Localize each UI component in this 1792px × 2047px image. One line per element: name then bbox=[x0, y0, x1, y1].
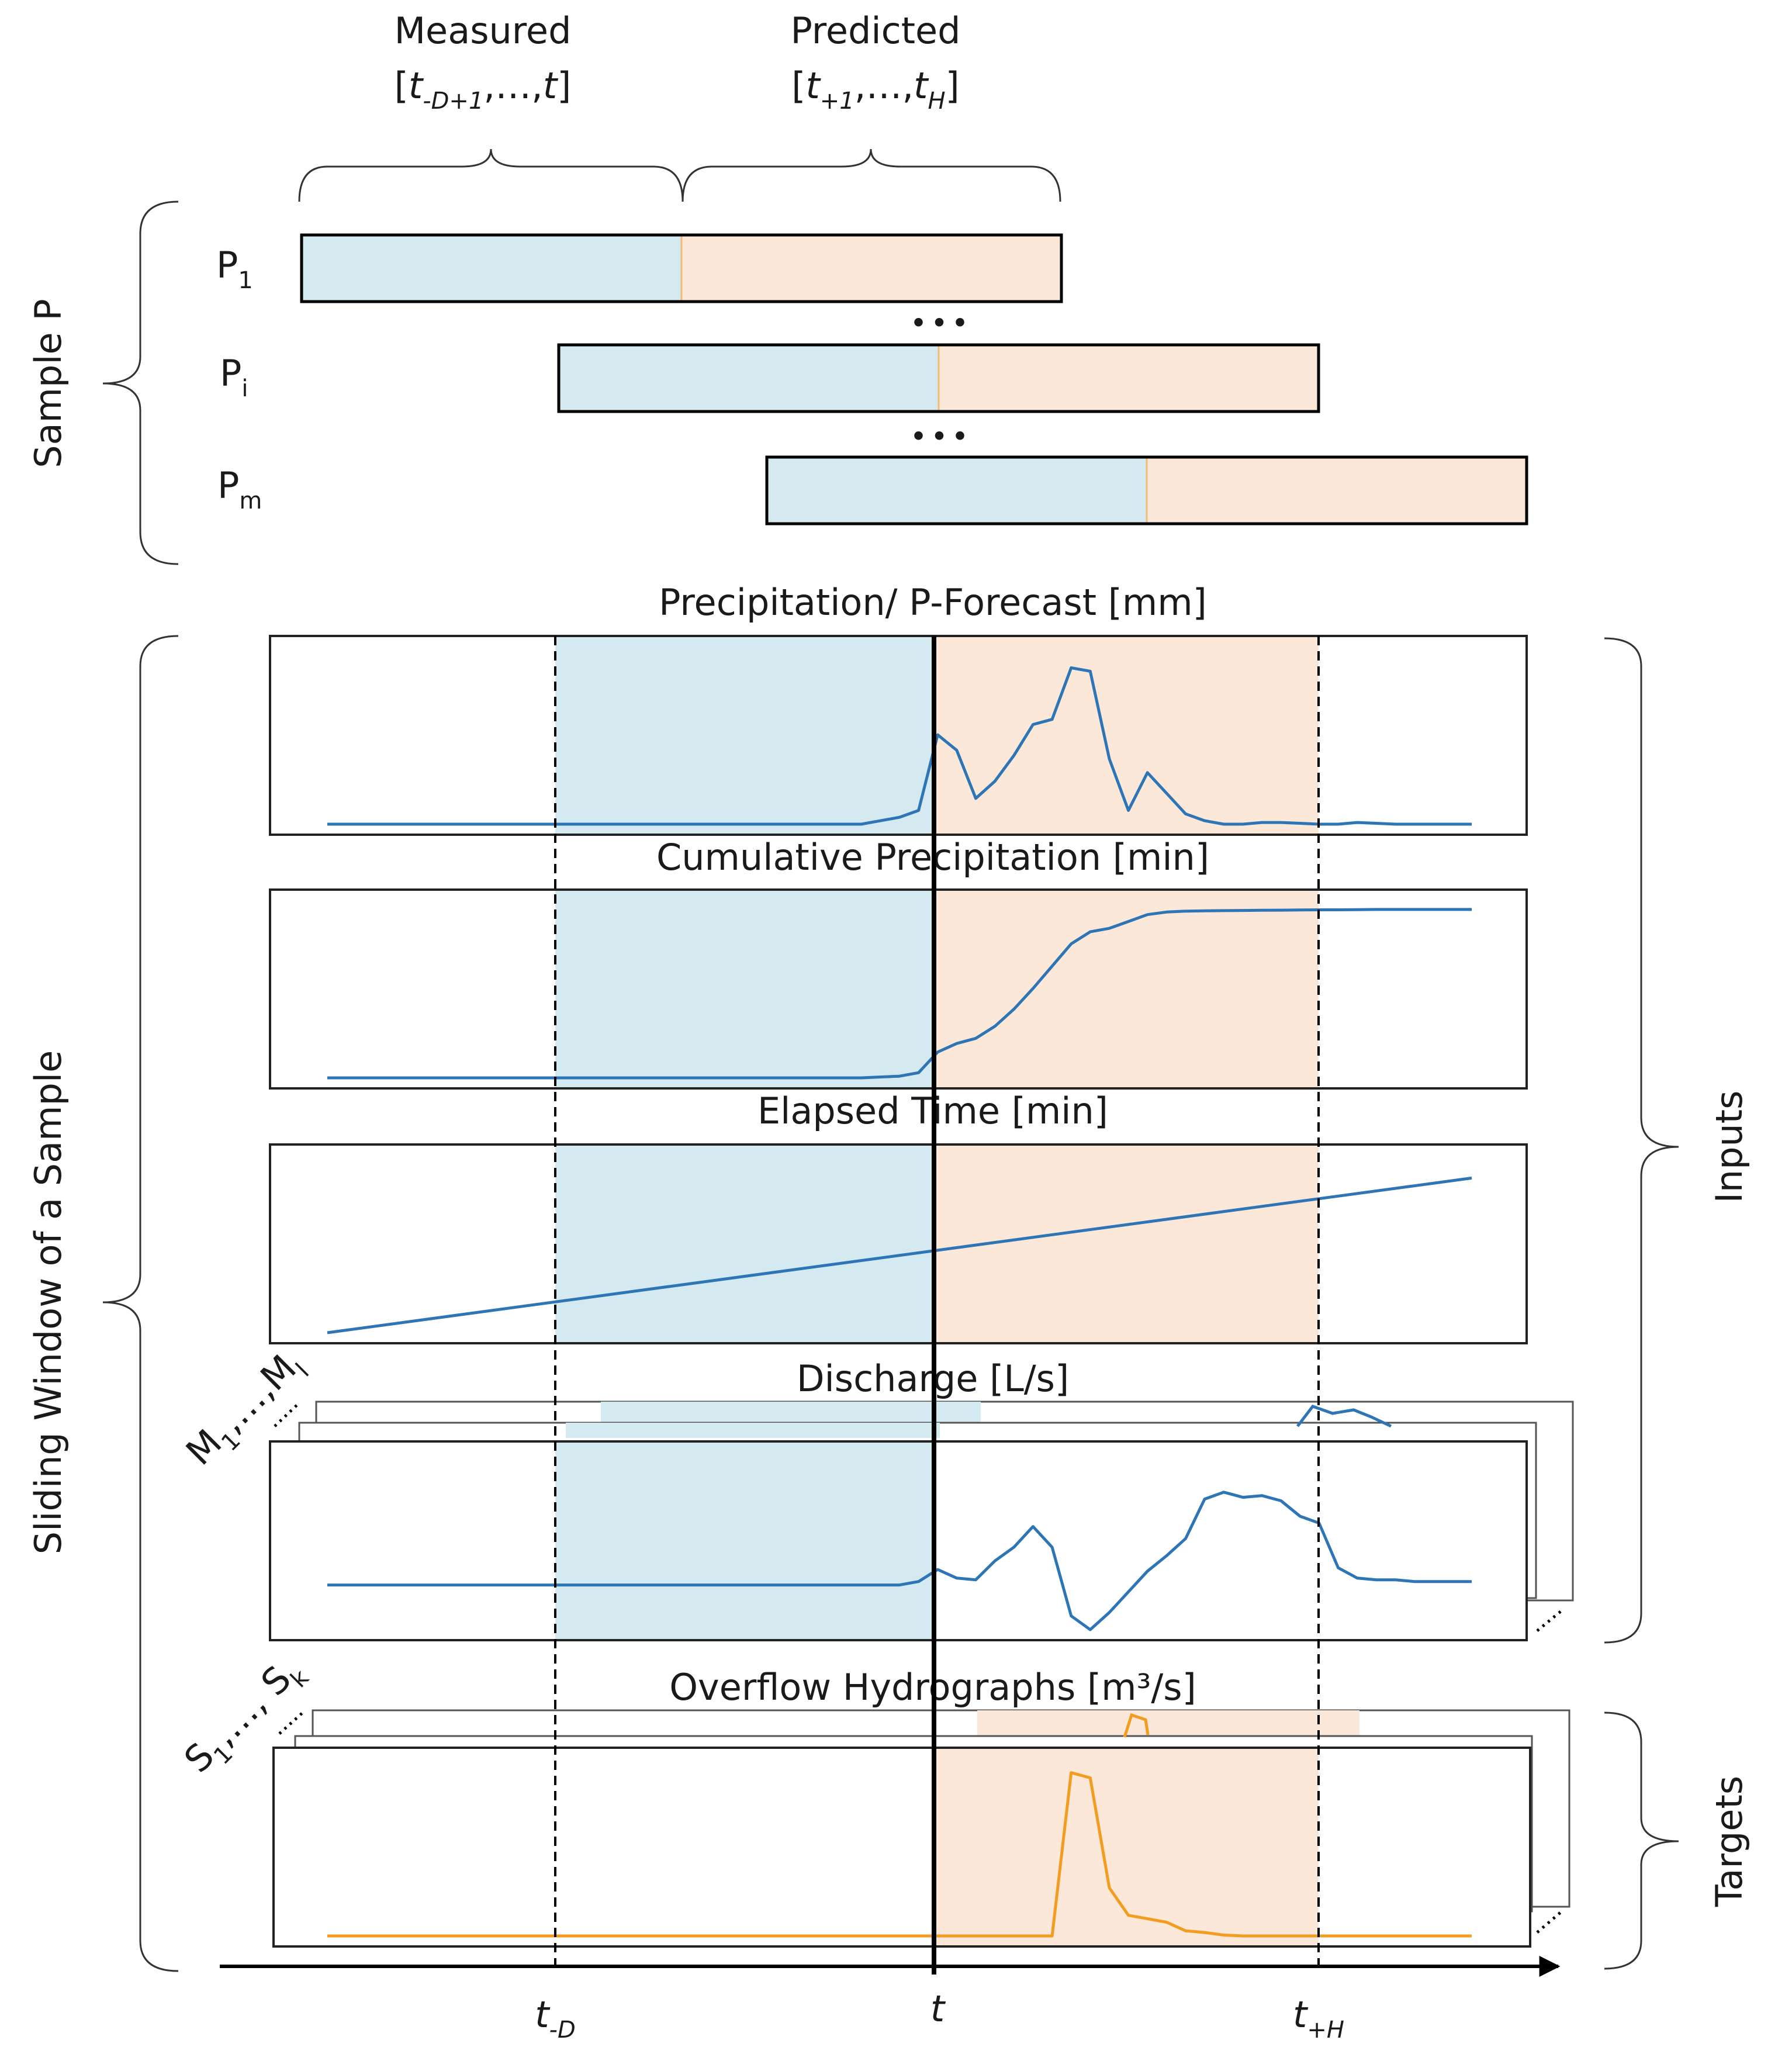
sample-pm-frame bbox=[765, 455, 1528, 525]
sample-pi-predicted bbox=[939, 345, 1319, 412]
precipitation-measured-region bbox=[555, 636, 934, 835]
elapsed-time-series-line bbox=[327, 1176, 1472, 1334]
targets-label: Targets bbox=[1708, 1776, 1751, 1907]
sample-pi-frame bbox=[557, 343, 1320, 413]
sample-pm-label: Pm bbox=[217, 464, 262, 514]
ellipsis-dots: ••• bbox=[910, 306, 972, 340]
chart-panels: Precipitation/ P-Forecast [mm] Cumulative… bbox=[269, 581, 1531, 1948]
sample-p-brace bbox=[102, 200, 179, 565]
sample-p1-measured bbox=[302, 235, 681, 302]
overflow-hydrographs-predicted-region bbox=[934, 1748, 1319, 1946]
sample-pm: Pm bbox=[217, 455, 1528, 525]
predicted-label: Predicted bbox=[790, 9, 960, 52]
t-plus-h-label: t+H bbox=[1293, 1993, 1344, 2043]
discharge-frame bbox=[269, 1440, 1528, 1641]
measured-range: [t-D+1,…,t] bbox=[395, 64, 572, 115]
precipitation-title: Precipitation/ P-Forecast [mm] bbox=[659, 581, 1207, 624]
precipitation-panel: Precipitation/ P-Forecast [mm] bbox=[269, 581, 1528, 836]
elapsed-time-frame bbox=[269, 1143, 1528, 1344]
sample-p1-predicted bbox=[681, 235, 1061, 302]
sample-pi: Pi bbox=[220, 343, 1320, 413]
elapsed-time-panel: Elapsed Time [min] bbox=[269, 1090, 1528, 1344]
measured-brace bbox=[298, 148, 684, 202]
sample-pi-measured bbox=[559, 345, 939, 412]
overflow-back-series-line bbox=[1123, 1713, 1150, 1738]
measured-label: Measured bbox=[395, 9, 572, 52]
cumulative-precipitation-series-line bbox=[327, 908, 1472, 1080]
sample-pm-predicted bbox=[1147, 457, 1527, 524]
sample-p1: P1 bbox=[216, 233, 1063, 303]
sample-pm-measured bbox=[767, 457, 1147, 524]
sample-pi-label: Pi bbox=[220, 352, 248, 402]
discharge-back-series-line bbox=[1296, 1405, 1392, 1428]
predicted-brace bbox=[681, 148, 1061, 202]
sample-p-label: Sample P bbox=[27, 299, 70, 468]
t-minus-d-label: t-D bbox=[535, 1993, 576, 2043]
overflow-hydrographs-series-line bbox=[327, 1771, 1472, 1938]
sample-p1-frame bbox=[300, 233, 1063, 303]
sliding-window-brace bbox=[102, 635, 179, 1972]
inputs-brace bbox=[1604, 637, 1679, 1644]
discharge-series-line bbox=[327, 1491, 1472, 1631]
inputs-label: Inputs bbox=[1708, 1091, 1751, 1204]
overflow-hydrographs-panel: Overflow Hydrographs [m³/s] bbox=[272, 1666, 1531, 1948]
cumulative-precipitation-frame bbox=[269, 888, 1528, 1090]
overflow-hydrographs-frame bbox=[272, 1747, 1531, 1948]
targets-brace bbox=[1604, 1711, 1679, 1970]
overflow-hydrographs-background bbox=[274, 1748, 1530, 1946]
t-label: t bbox=[930, 1987, 946, 2030]
ellipsis-dots: ••• bbox=[910, 420, 972, 454]
cumulative-precipitation-measured-region bbox=[555, 890, 934, 1088]
elapsed-time-predicted-region bbox=[934, 1144, 1319, 1343]
discharge-panel: Discharge [L/s] bbox=[269, 1357, 1528, 1641]
sample-p1-label: P1 bbox=[216, 244, 253, 294]
elapsed-time-measured-region bbox=[555, 1144, 934, 1343]
cumulative-precipitation-panel: Cumulative Precipitation [min] bbox=[269, 836, 1528, 1090]
precipitation-frame bbox=[269, 635, 1528, 836]
predicted-range: [t+1,…,tH] bbox=[791, 64, 960, 115]
cumulative-precipitation-predicted-region bbox=[934, 890, 1319, 1088]
precipitation-series-line bbox=[327, 666, 1472, 826]
sliding-window-label: Sliding Window of a Sample bbox=[27, 1050, 70, 1555]
discharge-measured-region bbox=[555, 1441, 934, 1640]
